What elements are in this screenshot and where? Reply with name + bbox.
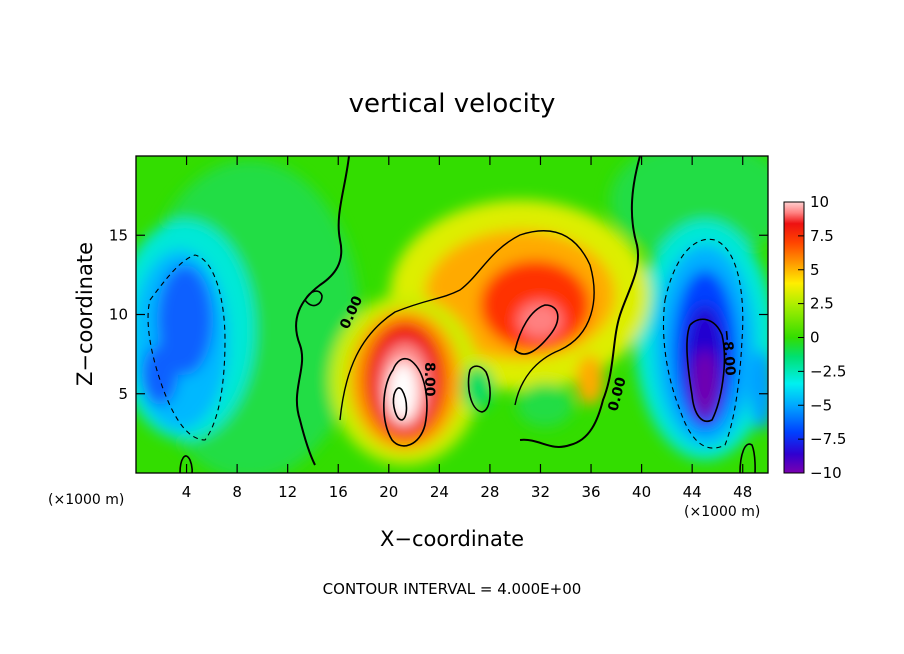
x-tick-label: 28 — [480, 483, 499, 501]
contour-neg-right — [662, 238, 744, 449]
contour-zero-right — [519, 156, 641, 448]
contour-sixteen — [392, 387, 408, 421]
x-tick-label: 48 — [733, 483, 752, 501]
colorbar-tick-label: −2.5 — [810, 362, 846, 380]
field-green-pocket-1 — [462, 366, 494, 410]
x-tick-label: 44 — [683, 483, 702, 501]
x-unit-right: (×1000 m) — [684, 504, 760, 520]
contour-neg-eight-right — [686, 318, 726, 422]
contour-zero-left — [295, 156, 350, 466]
colorbar-tick-label: 7.5 — [810, 227, 834, 245]
x-tick-label: 24 — [430, 483, 449, 501]
x-tick-label: 36 — [581, 483, 600, 501]
contour-neg-left — [147, 254, 226, 441]
x-tick-label: 8 — [232, 483, 242, 501]
velocity-field — [136, 156, 768, 473]
contour-lines — [147, 156, 756, 473]
contour-bottom-left — [179, 455, 193, 473]
colorbar: 10 7.5 5 2.5 0 −2.5 −5 −7.5 −10 — [783, 193, 846, 482]
field-updraft-pink — [518, 302, 562, 338]
x-tick-label: 32 — [531, 483, 550, 501]
colorbar-tick-label: 0 — [810, 329, 820, 347]
x-axis-label: X−coordinate — [380, 527, 524, 551]
contour-label-eight: 8.00 — [421, 362, 437, 397]
field-left-blue2 — [142, 345, 178, 405]
chart-title: vertical velocity — [349, 89, 556, 119]
colorbar-tick-label: −7.5 — [810, 430, 846, 448]
colorbar-ticks: 10 7.5 5 2.5 0 −2.5 −5 −7.5 −10 — [798, 193, 846, 482]
contour-eight-updraft — [339, 230, 595, 421]
colorbar-tick-label: −5 — [810, 396, 832, 414]
x-unit-left: (×1000 m) — [48, 492, 124, 508]
x-tick-label: 4 — [182, 483, 192, 501]
contour-bottom-right — [739, 443, 756, 473]
colorbar-tick-label: 10 — [810, 193, 829, 211]
x-tick-label: 16 — [329, 483, 348, 501]
field-green-pocket-2 — [517, 383, 573, 427]
field-edge-blue — [750, 350, 768, 430]
colorbar-tick-label: 2.5 — [810, 295, 834, 313]
field-orange-pocket — [576, 355, 604, 405]
plot-area: 0.00 8.00 0.00 −8.00 — [136, 156, 768, 473]
y-tick-label: 10 — [109, 306, 128, 324]
x-axis-ticks: 4 8 12 16 20 24 28 32 36 40 44 48 — [182, 156, 752, 501]
colorbar-tick-label: 5 — [810, 261, 820, 279]
contour-interval-note: CONTOUR INTERVAL = 4.000E+00 — [323, 580, 582, 598]
x-tick-label: 40 — [632, 483, 651, 501]
y-tick-label: 15 — [109, 226, 128, 244]
y-axis-ticks: 5 10 15 — [109, 226, 768, 403]
colorbar-tick-label: −10 — [810, 464, 842, 482]
y-tick-label: 5 — [118, 385, 128, 403]
contour-zero-pocket — [467, 365, 491, 413]
contour-label-neg-eight: −8.00 — [718, 329, 738, 377]
contour-eight-core-inner — [383, 357, 428, 447]
field-left-blue — [157, 265, 213, 375]
contour-updraft-top — [514, 304, 559, 355]
field-right-purple — [692, 350, 718, 420]
x-tick-label: 12 — [278, 483, 297, 501]
x-tick-label: 20 — [379, 483, 398, 501]
y-axis-label: Z−coordinate — [73, 242, 97, 386]
contour-zero-blob — [304, 290, 323, 307]
